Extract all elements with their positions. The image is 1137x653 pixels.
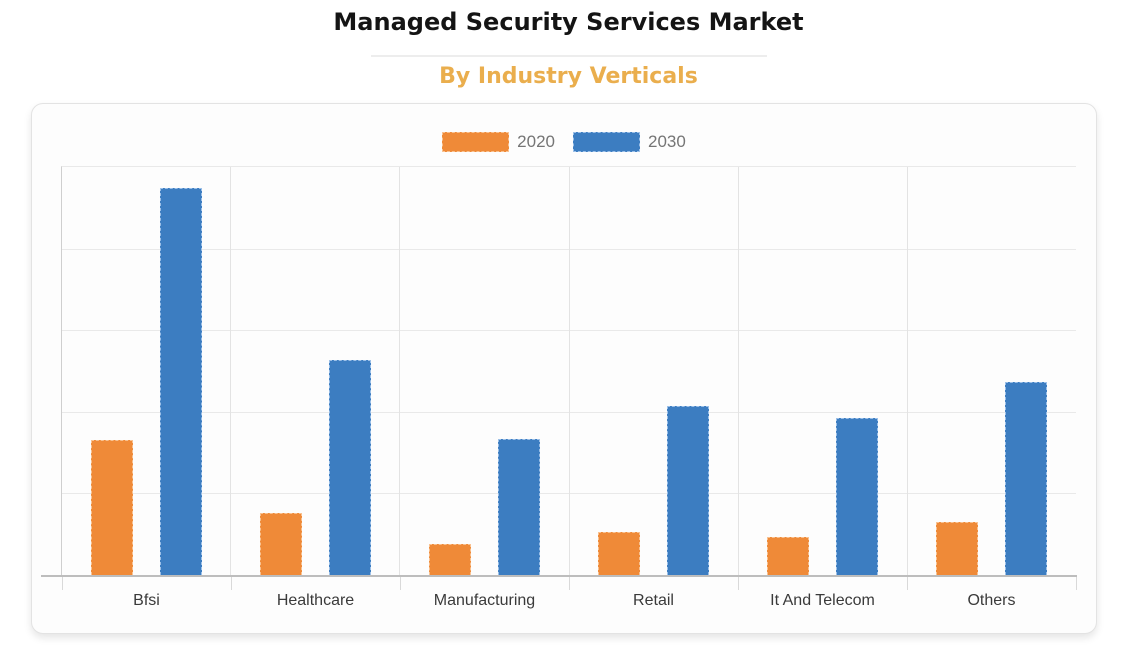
x-axis-label: Bfsi (133, 591, 160, 609)
x-axis-label: It And Telecom (770, 591, 875, 609)
title-divider (370, 54, 767, 57)
bar-group (570, 167, 738, 575)
axis-tick (569, 576, 570, 590)
category-cell-it-and-telecom (739, 166, 908, 575)
axis-tick (400, 576, 401, 590)
x-axis-label: Retail (633, 591, 674, 609)
bar-group (400, 167, 568, 575)
bar-2020-manufacturing[interactable] (428, 543, 471, 575)
legend-item-2030[interactable]: 2030 (573, 131, 686, 152)
category-cell-manufacturing (400, 166, 570, 575)
axis-tick (907, 576, 908, 590)
bar-2030-retail[interactable] (667, 406, 710, 575)
bar-2030-manufacturing[interactable] (497, 439, 540, 575)
category-cell-others (908, 167, 1076, 575)
chart-subtitle: By Industry Verticals (439, 63, 698, 89)
plot-area: Bfsi Healthcare Manufacturing Retail It And … (41, 165, 1077, 609)
legend: 2020 2030 (32, 131, 1096, 152)
bar-2020-it-and-telecom[interactable] (767, 537, 810, 575)
category-cells (62, 166, 1076, 575)
chart-card: 2020 2030 Bfsi Healthcare Manufacturing Reta… (31, 102, 1097, 634)
bar-2030-healthcare[interactable] (328, 359, 371, 575)
bar-2020-bfsi[interactable] (90, 439, 133, 575)
legend-label: 2020 (517, 131, 555, 151)
bar-2030-it-and-telecom[interactable] (836, 417, 879, 575)
axis-tick (738, 576, 739, 590)
category-cell-retail (570, 166, 739, 575)
bar-2020-others[interactable] (936, 521, 979, 575)
bar-2030-others[interactable] (1005, 382, 1048, 575)
axis-tick (1076, 576, 1077, 590)
legend-label: 2030 (648, 131, 686, 151)
bar-group (739, 167, 907, 575)
legend-swatch-icon (442, 131, 510, 152)
x-axis-labels: Bfsi Healthcare Manufacturing Retail It And … (62, 592, 1076, 610)
axis-tick (231, 576, 232, 590)
x-axis-line (41, 574, 1077, 577)
x-axis-label: Manufacturing (433, 591, 536, 609)
chart-title: Managed Security Services Market (333, 8, 804, 36)
bar-group (62, 167, 230, 575)
legend-item-2020[interactable]: 2020 (442, 131, 555, 152)
axis-tick (62, 576, 63, 590)
category-cell-bfsi (62, 166, 232, 575)
bar-2030-bfsi[interactable] (159, 187, 202, 575)
bar-group (231, 167, 399, 575)
bar-2020-retail[interactable] (598, 532, 641, 575)
legend-swatch-icon (573, 131, 640, 152)
x-axis-label: Healthcare (276, 591, 355, 609)
bar-group (908, 167, 1076, 575)
bar-2020-healthcare[interactable] (259, 512, 302, 575)
x-axis-label: Others (967, 591, 1016, 609)
category-cell-healthcare (231, 166, 401, 575)
